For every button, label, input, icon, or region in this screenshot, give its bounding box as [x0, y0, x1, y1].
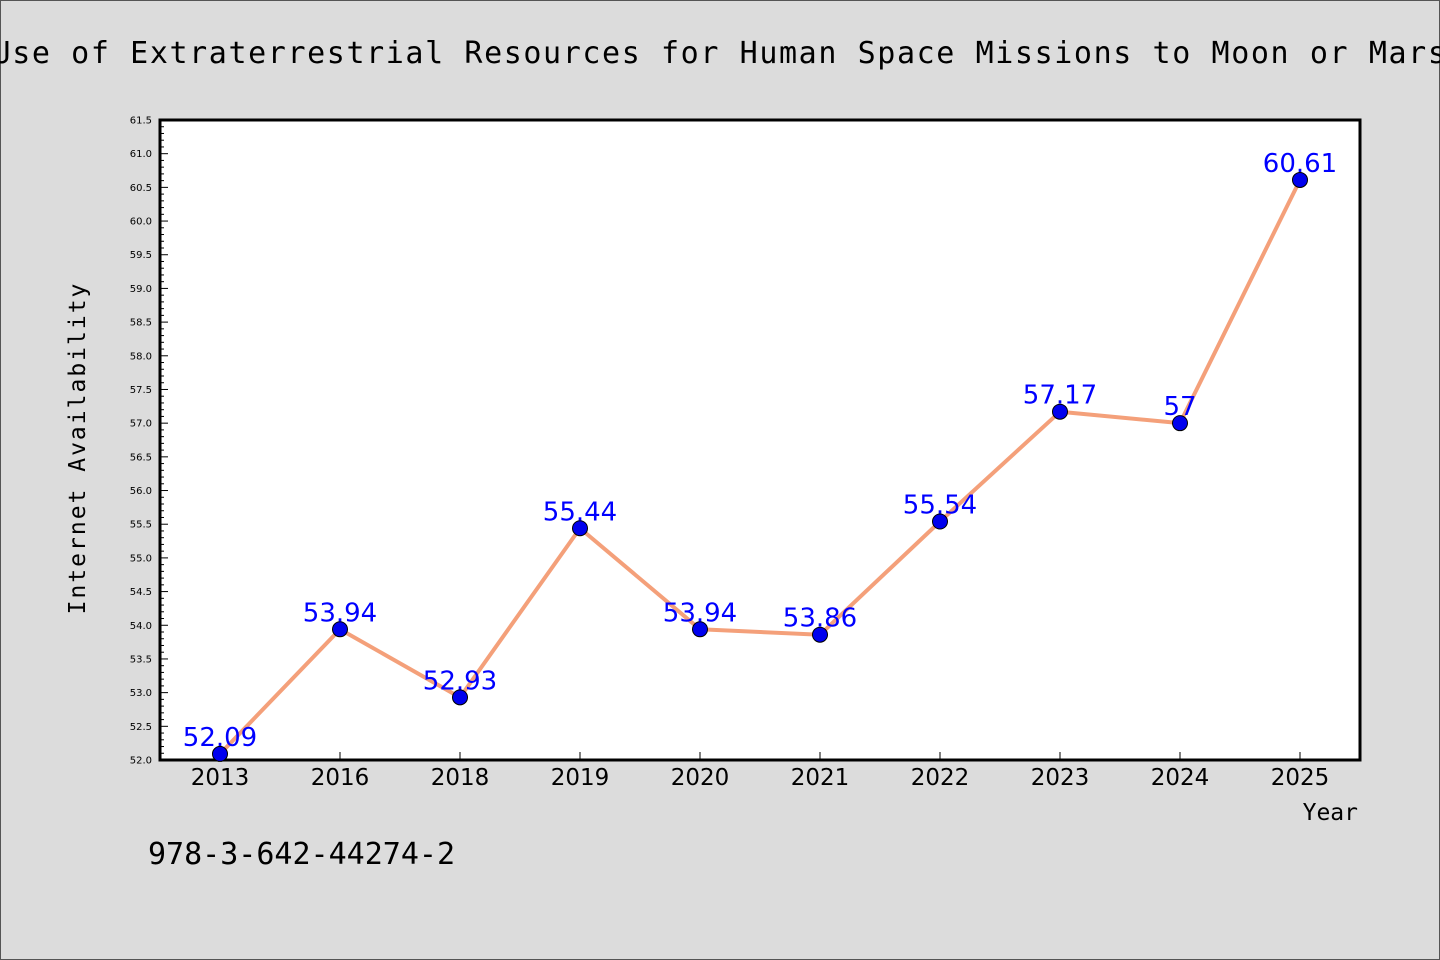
data-label: 52.93: [423, 666, 497, 696]
data-point: [1292, 171, 1308, 188]
y-tick-label: 54.5: [130, 587, 152, 598]
y-tick-label: 60.0: [130, 217, 152, 228]
y-tick-label: 59.0: [130, 284, 152, 295]
data-label: 60.61: [1263, 149, 1337, 179]
y-tick-label: 61.0: [130, 149, 152, 160]
y-tick-label: 53.5: [130, 654, 152, 665]
data-point: [932, 513, 948, 530]
data-point: [212, 745, 228, 762]
data-point: [1172, 415, 1188, 432]
y-tick-label: 52.0: [130, 756, 152, 767]
data-label: 57: [1163, 392, 1196, 422]
y-tick-label: 56.5: [130, 452, 152, 463]
y-tick-label: 59.5: [130, 250, 152, 261]
data-point: [332, 621, 348, 638]
y-tick-label: 56.0: [130, 486, 152, 497]
y-tick-label: 61.5: [130, 116, 152, 127]
y-tick-label: 57.5: [130, 385, 152, 396]
data-point: [1052, 403, 1068, 420]
data-label: 55.54: [903, 491, 977, 521]
y-tick-label: 55.5: [130, 520, 152, 531]
series-line: [218, 177, 1302, 756]
data-point: [692, 621, 708, 638]
y-tick-label: 53.0: [130, 688, 152, 699]
y-tick-label: 57.0: [130, 419, 152, 430]
chart-title: Use of Extraterrestrial Resources for Hu…: [0, 36, 1440, 71]
data-point: [812, 626, 828, 643]
x-tick-label: 2021: [791, 765, 850, 791]
data-label: 53.86: [783, 604, 857, 634]
series-layer: [212, 171, 1308, 762]
data-labels-layer: 52.09 53.94 52.93 55.44 53.94 53.86 55.54 57.17…: [183, 149, 1337, 753]
data-point: [452, 689, 468, 706]
plot-area: [158, 118, 1362, 762]
x-tick-label: 2013: [191, 765, 250, 791]
y-axis: 52.0 52.5 53.0 53.5 54.0 54.5 55.0 55.5 56.0 56.5…: [130, 116, 168, 767]
x-tick-label: 2024: [1151, 765, 1210, 791]
x-axis-label: Year: [1303, 800, 1358, 826]
x-tick-label: 2022: [911, 765, 970, 791]
y-tick-label: 58.0: [130, 351, 152, 362]
y-tick-label: 52.5: [130, 722, 152, 733]
x-axis: 2013 2016 2018 2019 2020 2021 2022 2023 2024 2025: [191, 752, 1330, 791]
y-axis-label: Internet Availability: [65, 282, 91, 615]
data-label: 55.44: [543, 497, 617, 527]
x-tick-label: 2025: [1271, 765, 1330, 791]
data-label: 53.94: [663, 598, 737, 628]
data-label: 52.09: [183, 723, 257, 753]
isbn-text: 978-3-642-44274-2: [148, 837, 455, 872]
data-point: [572, 520, 588, 537]
y-tick-label: 58.5: [130, 318, 152, 329]
y-tick-label: 55.0: [130, 553, 152, 564]
x-tick-label: 2020: [671, 765, 730, 791]
y-tick-label: 60.5: [130, 183, 152, 194]
x-tick-label: 2018: [431, 765, 490, 791]
y-tick-label: 54.0: [130, 621, 152, 632]
data-label: 57.17: [1023, 381, 1097, 411]
x-tick-label: 2016: [311, 765, 370, 791]
x-tick-label: 2023: [1031, 765, 1090, 791]
x-tick-label: 2019: [551, 765, 610, 791]
data-label: 53.94: [303, 598, 377, 628]
